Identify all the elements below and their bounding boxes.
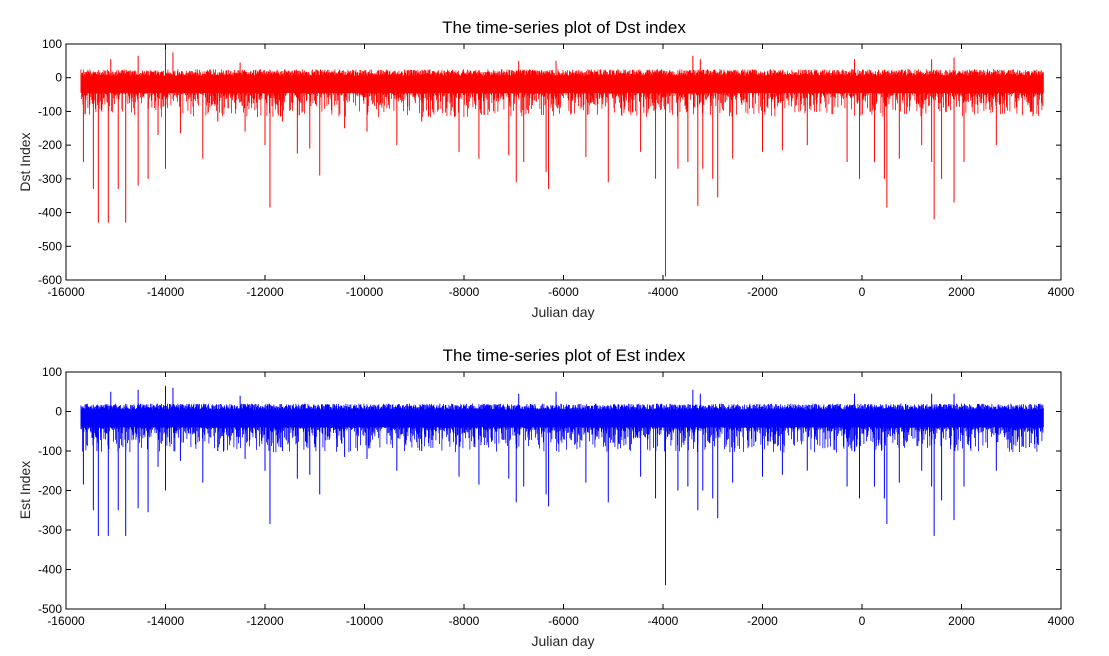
dst-y-tick-label: -600 [38,273,62,287]
est-x-tick-label: -16000 [47,614,85,628]
dst-x-tick-label: -14000 [147,285,185,299]
est-series-plot [80,385,1044,586]
est-x-axis-ticks: -16000 -14000 -12000 -10000 -8000 -6000 -4000 -… [47,372,1075,628]
dst-y-tick-label: -400 [38,206,62,220]
est-x-axis-label: Julian day [531,633,594,649]
dst-y-tick-label: -500 [38,239,62,253]
dst-x-tick-label: -8000 [449,285,480,299]
est-chart-title: The time-series plot of Est index [443,346,686,365]
est-y-tick-label: -100 [38,444,62,458]
dst-y-tick-label: -200 [38,138,62,152]
est-x-tick-label: -4000 [648,614,679,628]
dst-x-tick-label: 2000 [948,285,975,299]
est-x-tick-label: -8000 [449,614,480,628]
est-y-tick-label: -200 [38,484,62,498]
est-y-axis-ticks: 100 0 -100 -200 -300 -400 -500 [38,365,1061,616]
dst-series-plot [80,47,1044,277]
dst-x-tick-label: -12000 [246,285,284,299]
est-y-tick-label: -300 [38,523,62,537]
dst-x-tick-label: -10000 [346,285,384,299]
dst-x-axis-label: Julian day [531,304,594,320]
dst-x-tick-label: -4000 [648,285,679,299]
dst-y-tick-label: -100 [38,104,62,118]
est-x-tick-label: -12000 [246,614,284,628]
dst-x-axis-ticks: -16000 -14000 -12000 -10000 -8000 -6000 -4000 -… [47,44,1075,299]
est-y-tick-label: -400 [38,563,62,577]
dst-y-tick-label: -300 [38,172,62,186]
dst-x-tick-label: -6000 [548,285,579,299]
est-x-tick-label: 2000 [948,614,975,628]
est-y-axis-label: Est Index [17,461,33,519]
dst-y-axis-label: Dst Index [17,132,33,191]
dst-y-axis-ticks: 100 0 -100 -200 -300 -400 -500 -600 [38,37,1061,287]
est-chart-panel: The time-series plot of Est index -16000… [17,346,1075,649]
est-x-tick-label: -14000 [147,614,185,628]
dst-chart-title: The time-series plot of Dst index [442,18,686,37]
est-y-tick-label: 100 [42,365,62,379]
est-x-tick-label: -6000 [548,614,579,628]
dst-x-tick-label: -2000 [747,285,778,299]
est-y-tick-label: -500 [38,602,62,616]
dst-x-tick-label: 0 [859,285,866,299]
dst-x-tick-label: 4000 [1048,285,1075,299]
dst-chart-panel: The time-series plot of Dst index -16000… [17,18,1075,320]
est-x-tick-label: 0 [859,614,866,628]
dst-x-tick-label: -16000 [47,285,85,299]
est-y-tick-label: 0 [55,405,62,419]
est-x-tick-label: -2000 [747,614,778,628]
dst-y-tick-label: 100 [42,37,62,51]
est-x-tick-label: 4000 [1048,614,1075,628]
est-x-tick-label: -10000 [346,614,384,628]
dst-y-tick-label: 0 [55,71,62,85]
